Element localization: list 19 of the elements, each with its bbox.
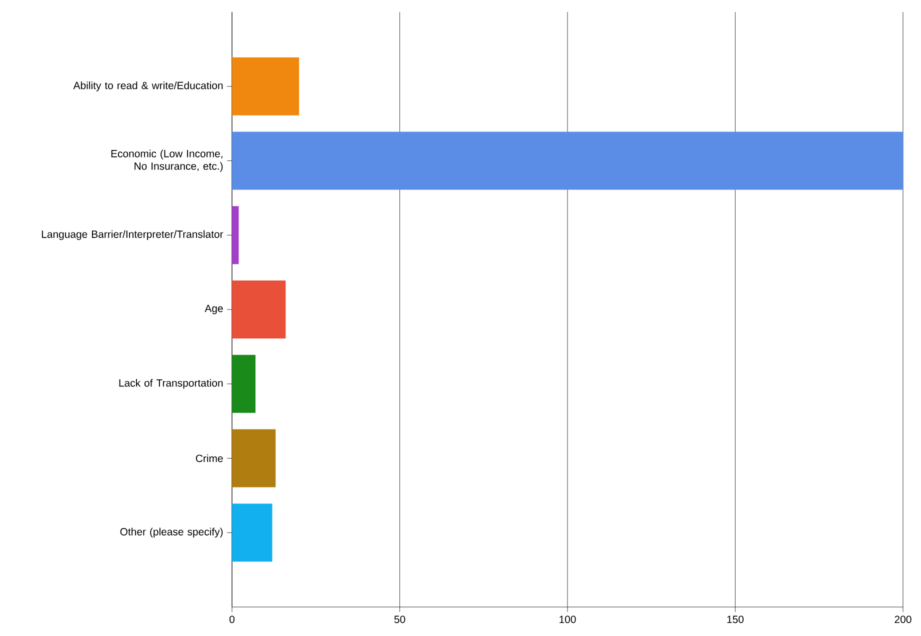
bar	[232, 429, 276, 488]
bar	[232, 354, 256, 413]
x-tick-label: 150	[727, 616, 744, 624]
x-tick-label: 50	[394, 616, 406, 624]
bar	[232, 132, 904, 190]
bar	[232, 206, 239, 264]
x-tick-label: 200	[894, 616, 912, 624]
y-tick-label: Age	[204, 304, 223, 314]
bar	[232, 280, 286, 339]
bar	[232, 57, 300, 116]
y-tick-label: Ability to read & write/Education	[73, 82, 223, 92]
x-tick-label: 0	[230, 616, 234, 624]
y-tick-label: Crime	[196, 454, 223, 462]
y-tick-label: Other (please specify)	[120, 528, 223, 538]
y-tick-label: Economic (Low Income, No Insurance, etc.)	[111, 150, 223, 172]
y-tick-label: Language Barrier/Interpreter/Translator	[42, 230, 224, 240]
x-tick-label: 100	[560, 616, 576, 624]
y-tick-label: Lack of Transportation	[119, 379, 223, 389]
bar	[232, 504, 272, 562]
